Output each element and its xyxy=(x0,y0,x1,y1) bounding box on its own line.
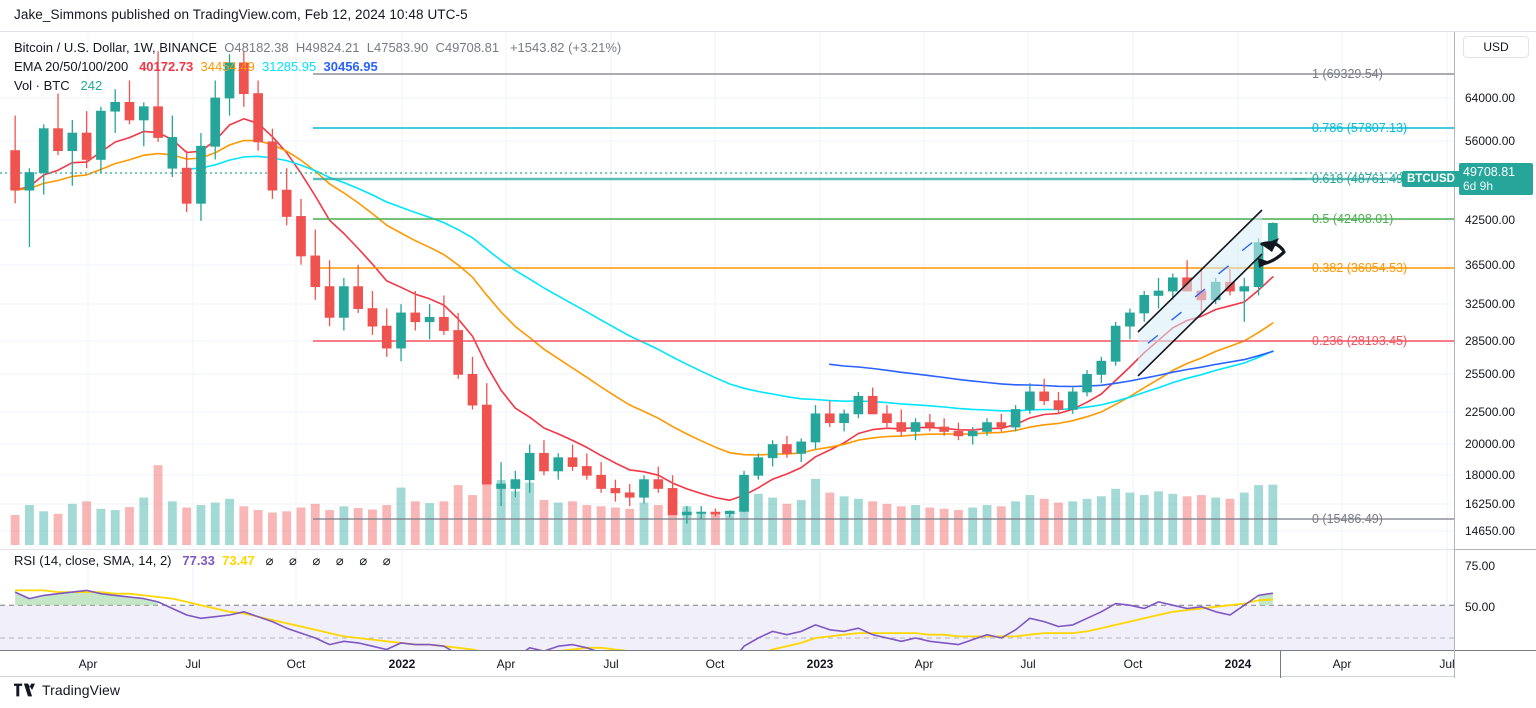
tradingview-footer[interactable]: TradingView xyxy=(14,682,120,698)
rsi-pane[interactable] xyxy=(0,550,1454,650)
price-scale-tick: 56000.00 xyxy=(1465,134,1516,148)
rsi-scale-separator xyxy=(1455,650,1536,651)
price-scale-tick: 16250.00 xyxy=(1465,497,1516,511)
rsi-legend-title: RSI (14, close, SMA, 14, 2) xyxy=(14,553,172,568)
price-scale-tick: 14650.00 xyxy=(1465,524,1516,538)
rsi-pane-bottom-border xyxy=(0,650,1454,651)
price-scale-tick: 32500.00 xyxy=(1465,297,1516,311)
time-axis-cursor xyxy=(1280,651,1281,678)
time-axis-label: Oct xyxy=(286,657,306,671)
time-axis-label: Apr xyxy=(914,657,934,671)
fibonacci-level-label: 0.618 (48761.49) xyxy=(1312,172,1408,186)
fibonacci-level-label: 1 (69329.54) xyxy=(1312,67,1383,81)
fibonacci-level-dash xyxy=(1292,73,1306,75)
time-axis-label: Apr xyxy=(1332,657,1352,671)
fibonacci-level-dash xyxy=(1292,518,1306,520)
time-axis-label: 2023 xyxy=(806,657,834,671)
rsi-legend-value: 77.33 xyxy=(182,553,215,568)
bar-countdown: 6d 9h xyxy=(1463,179,1494,193)
price-scale-tick: 25500.00 xyxy=(1465,367,1516,381)
price-chart-canvas xyxy=(0,32,1454,549)
price-scale-tick: 28500.00 xyxy=(1465,334,1516,348)
current-price-value: 49708.81 xyxy=(1463,165,1516,179)
tradingview-logo-icon xyxy=(14,683,35,697)
rsi-chart-canvas xyxy=(0,550,1454,650)
price-scale-currency[interactable]: USD xyxy=(1463,36,1529,58)
fibonacci-level-dash xyxy=(1292,218,1306,220)
price-scale-tick: 18000.00 xyxy=(1465,468,1516,482)
attribution-line: Jake_Simmons published on TradingView.co… xyxy=(14,7,468,22)
main-price-pane[interactable] xyxy=(0,32,1454,549)
fibonacci-level-dash xyxy=(1292,267,1306,269)
price-scale-tick: 20000.00 xyxy=(1465,437,1516,451)
fibonacci-level-dash xyxy=(1292,127,1306,129)
tradingview-brand-text: TradingView xyxy=(42,682,121,698)
price-scale[interactable]: USD 64000.00 56000.00 42500.00 36500.00 3250… xyxy=(1454,32,1536,678)
price-scale-tick: 42500.00 xyxy=(1465,213,1516,227)
fibonacci-level-label: 0.236 (28193.45) xyxy=(1312,334,1408,348)
rsi-legend-sma-value: 73.47 xyxy=(222,553,255,568)
rsi-legend[interactable]: RSI (14, close, SMA, 14, 2) 77.33 73.47 … xyxy=(14,552,397,570)
current-price-badge[interactable]: 49708.81 6d 9h xyxy=(1459,163,1533,195)
fibonacci-level-label: 0.382 (36054.53) xyxy=(1312,261,1408,275)
time-axis-label: Apr xyxy=(496,657,516,671)
fibonacci-level-label: 0 (15486.49) xyxy=(1312,512,1383,526)
time-axis[interactable]: Apr Jul Oct 2022 Apr Jul Oct 2023 Apr Jul Oct 2024 A… xyxy=(0,651,1455,678)
time-axis-label: Apr xyxy=(78,657,98,671)
time-axis-label: Oct xyxy=(1123,657,1143,671)
time-axis-label: 2024 xyxy=(1224,657,1252,671)
time-axis-label: 2022 xyxy=(388,657,416,671)
rsi-scale-tick: 75.00 xyxy=(1465,559,1496,573)
symbol-price-badge[interactable]: BTCUSD xyxy=(1402,171,1460,187)
price-scale-tick: 22500.00 xyxy=(1465,405,1516,419)
fibonacci-level-dash xyxy=(1292,340,1306,342)
pane-separator xyxy=(0,549,1454,550)
price-scale-tick: 64000.00 xyxy=(1465,91,1516,105)
fibonacci-level-label: 0.5 (42408.01) xyxy=(1312,212,1394,226)
fibonacci-level-label: 0.786 (57807.13) xyxy=(1312,121,1408,135)
time-axis-label: Jul xyxy=(1439,657,1455,671)
price-scale-separator xyxy=(1455,549,1536,550)
time-axis-label: Oct xyxy=(705,657,725,671)
price-scale-tick: 36500.00 xyxy=(1465,258,1516,272)
time-axis-label: Jul xyxy=(185,657,201,671)
rsi-scale-tick: 50.00 xyxy=(1465,600,1496,614)
chart-frame: Bitcoin / U.S. Dollar, 1W, BINANCE O4818… xyxy=(0,31,1536,678)
fibonacci-level-dash xyxy=(1292,178,1306,180)
rsi-legend-null-series: ⌀ ⌀ ⌀ ⌀ ⌀ ⌀ xyxy=(265,553,397,568)
time-axis-label: Jul xyxy=(603,657,619,671)
time-axis-label: Jul xyxy=(1020,657,1036,671)
